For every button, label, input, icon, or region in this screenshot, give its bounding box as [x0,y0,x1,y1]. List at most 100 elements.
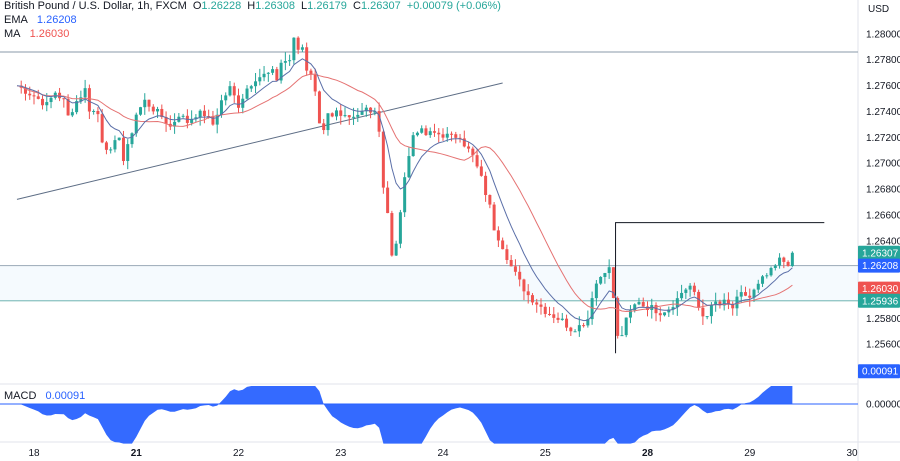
candle-body [49,97,53,103]
macd-legend[interactable]: MACD 0.00091 [4,390,88,402]
candle-body [509,259,513,267]
candle-body [300,47,304,50]
candle-body [100,114,104,143]
candle-body [313,74,317,92]
candle-body [782,257,786,262]
price-tick-label: 1.25800 [866,314,900,325]
candle-body [339,110,343,116]
macd-area[interactable] [16,386,793,444]
ma-legend[interactable]: MA 1.26030 [4,28,72,40]
candle-body [675,298,679,308]
candle-body [104,142,108,150]
candle-body [654,305,658,314]
candle-body [573,331,577,333]
candle-body [92,110,96,112]
candle-body [552,314,556,318]
candle-body [743,292,747,296]
candle-body [228,86,232,96]
candle-body [288,60,292,62]
candle-body [484,175,488,196]
candle-body [394,243,398,256]
candle-body [518,271,522,280]
time-tick-label: 23 [335,448,347,459]
resistance-line[interactable] [615,222,825,354]
candle-body [96,110,100,115]
candle-body [786,261,790,267]
candle-body [36,96,40,99]
candle-body [488,195,492,205]
candle-body [616,298,620,336]
candle-body [479,166,483,176]
candle-body [23,87,27,94]
price-tick-label: 1.26400 [866,236,900,247]
candle-body [748,295,752,298]
time-tick-label: 24 [437,448,449,459]
candle-body [377,111,381,132]
candle-body [194,117,198,120]
candle-body [75,101,79,113]
candle-body [121,137,125,162]
candle-body [424,128,428,136]
candle-body [731,304,735,309]
candle-body [778,257,782,266]
candle-body [586,319,590,326]
candle-body [237,95,240,108]
candle-body [317,91,321,124]
candle-body [83,88,87,98]
candle-body [513,266,517,272]
candle-body [386,187,390,214]
candle-body [271,69,275,73]
price-tick-label: 1.26600 [866,210,900,221]
currency-label: USD [868,4,889,15]
candle-body [403,177,407,213]
candle-body [428,131,432,136]
candle-body [330,113,334,117]
trendline[interactable] [16,82,503,200]
candle-body [117,137,121,141]
candle-body [761,276,765,284]
candle-body [684,289,688,293]
candle-body [249,86,253,89]
candle-body [769,267,773,276]
candle-body [505,249,509,260]
candle-body [45,102,49,106]
candle-body [224,95,228,101]
ma-value: 1.26030 [29,28,70,40]
candle-body [594,283,598,299]
candle-body [164,117,168,124]
candle-body [143,99,147,108]
candle-body [292,37,296,61]
candle-body [322,123,326,131]
ema-line[interactable] [16,58,793,322]
candle-body [590,298,594,320]
time-tick-label: 18 [28,448,40,459]
candle-body [492,204,496,231]
candle-body [202,110,206,117]
candle-body [87,88,91,112]
candle-body [714,301,718,305]
ema-legend[interactable]: EMA 1.26208 [4,14,80,26]
price-tag-label: 1.26307 [862,248,899,259]
candle-body [407,156,411,178]
candle-body [773,265,777,268]
candle-body [258,77,262,82]
symbol-legend: British Pound / U.S. Dollar, 1h, FXCM O1… [4,0,504,12]
candle-body [232,86,236,96]
candle-body [718,301,722,306]
candle-body [692,285,696,292]
candle-body [467,146,471,149]
candle-body [147,99,151,107]
candle-body [415,132,419,136]
time-tick-label: 25 [540,448,552,459]
candle-body [680,292,684,299]
ohlc-change: +0.00079 (+0.06%) [406,0,501,12]
candle-body [603,273,607,277]
candle-body [548,313,552,315]
candle-body [526,291,530,296]
candle-body [173,121,177,127]
candle-body [139,107,143,115]
candle-body [28,93,32,96]
candle-body [398,212,402,244]
candle-body [347,115,351,118]
